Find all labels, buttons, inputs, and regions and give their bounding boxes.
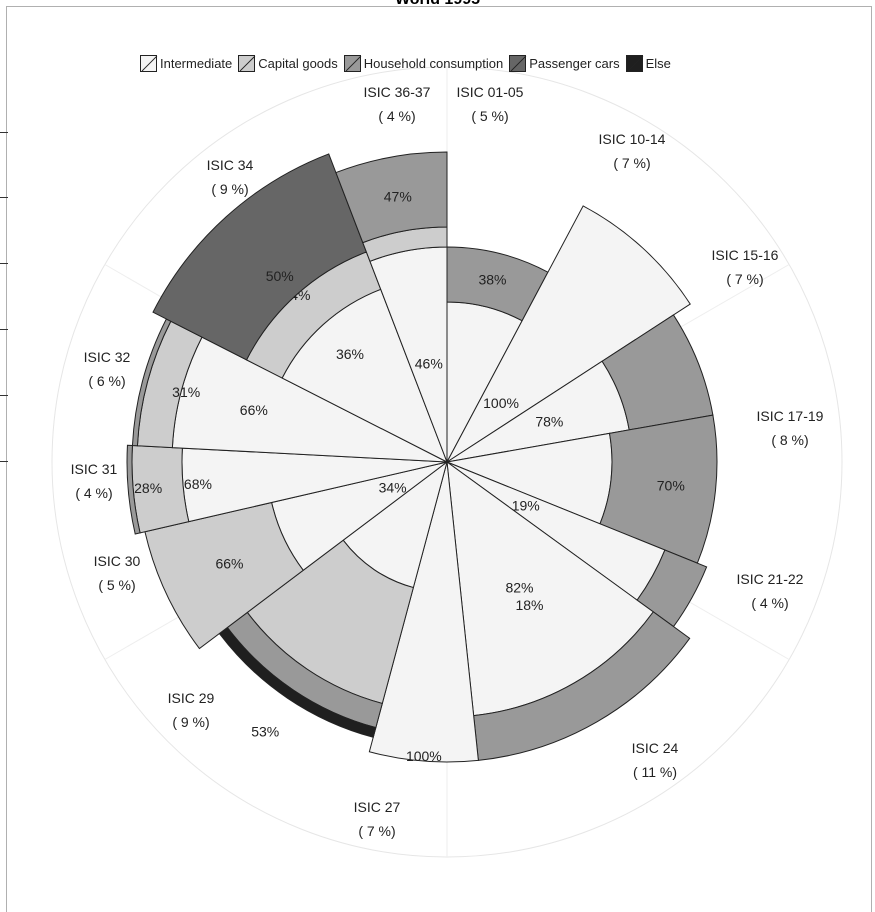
legend-item[interactable]: Passenger cars [509,54,620,72]
category-share-label: ( 4 %) [75,485,112,501]
wedge-percent-label: 100% [483,395,519,411]
legend-label: Capital goods [258,55,338,71]
legend: Intermediate Capital goods Household con… [140,52,677,74]
axis-tick [0,329,8,330]
category-share-label: ( 8 %) [771,432,808,448]
category-label: ISIC 15-16 [712,247,779,263]
pie-wedge[interactable] [445,205,691,464]
wedge-percent-label: 100% [406,748,442,764]
category-label: ISIC 17-19 [757,408,824,424]
category-share-label: ( 7 %) [358,823,395,839]
category-label: ISIC 27 [354,799,401,815]
wedge-percent-label: 70% [657,478,685,494]
axis-tick [0,263,8,264]
category-label: ISIC 31 [71,461,118,477]
category-share-label: ( 7 %) [613,155,650,171]
category-label: ISIC 29 [168,690,215,706]
category-label: ISIC 10-14 [599,131,666,147]
wedge-percent-label: 78% [535,414,563,430]
category-share-label: ( 11 %) [633,764,677,780]
chart-frame [6,6,872,912]
legend-swatch [625,54,643,72]
legend-item[interactable]: Else [625,54,671,72]
wedge-percent-label: 68% [184,476,212,492]
legend-swatch [238,54,256,72]
category-share-label: ( 5 %) [98,577,135,593]
category-label: ISIC 36-37 [364,84,431,100]
legend-label: Passenger cars [529,55,620,71]
pie-wedge[interactable] [152,153,368,361]
category-share-label: ( 9 %) [211,181,248,197]
legend-item[interactable]: Capital goods [238,54,338,72]
wedge-percent-label: 36% [336,346,364,362]
wedge-percent-label: 53% [251,723,279,739]
category-share-label: ( 4 %) [751,595,788,611]
category-label: ISIC 21-22 [737,571,804,587]
pie-wedge[interactable] [368,461,479,763]
pie-wedge[interactable] [335,151,448,244]
legend-label: Household consumption [363,55,504,71]
legend-item[interactable]: Intermediate [140,54,233,72]
category-share-label: ( 5 %) [471,108,508,124]
wedge-percent-label: 31% [172,384,200,400]
legend-label: Else [645,55,671,71]
category-share-label: ( 6 %) [88,373,125,389]
category-share-label: ( 4 %) [378,108,415,124]
wedge-percent-label: 82% [505,580,533,596]
legend-swatch [140,54,157,72]
wedge-percent-label: 66% [240,402,268,418]
axis-tick [0,197,8,198]
wedge-percent-label: 28% [134,480,162,496]
category-label: ISIC 30 [94,553,141,569]
wedge-percent-label: 50% [266,268,294,284]
legend-swatch [343,54,361,72]
wedge-percent-label: 18% [515,597,543,613]
wedge-percent-label: 66% [215,555,243,571]
axis-tick [0,132,8,133]
chart-title: World 1995 [0,0,875,9]
category-label: ISIC 32 [84,349,131,365]
axis-tick [0,395,8,396]
wedge-percent-label: 38% [478,272,506,288]
wedge-percent-label: 47% [384,189,412,205]
legend-label: Intermediate [160,55,233,71]
wedge-percent-label: 19% [512,498,540,514]
wedge-percent-label: 34% [379,479,407,495]
legend-swatch [509,54,527,72]
axis-tick [0,461,8,462]
category-label: ISIC 34 [207,157,254,173]
legend-item[interactable]: Household consumption [343,54,504,72]
category-share-label: ( 7 %) [726,271,763,287]
category-label: ISIC 24 [632,740,679,756]
category-label: ISIC 01-05 [457,84,524,100]
category-share-label: ( 9 %) [172,714,209,730]
wedge-percent-label: 46% [415,356,443,372]
